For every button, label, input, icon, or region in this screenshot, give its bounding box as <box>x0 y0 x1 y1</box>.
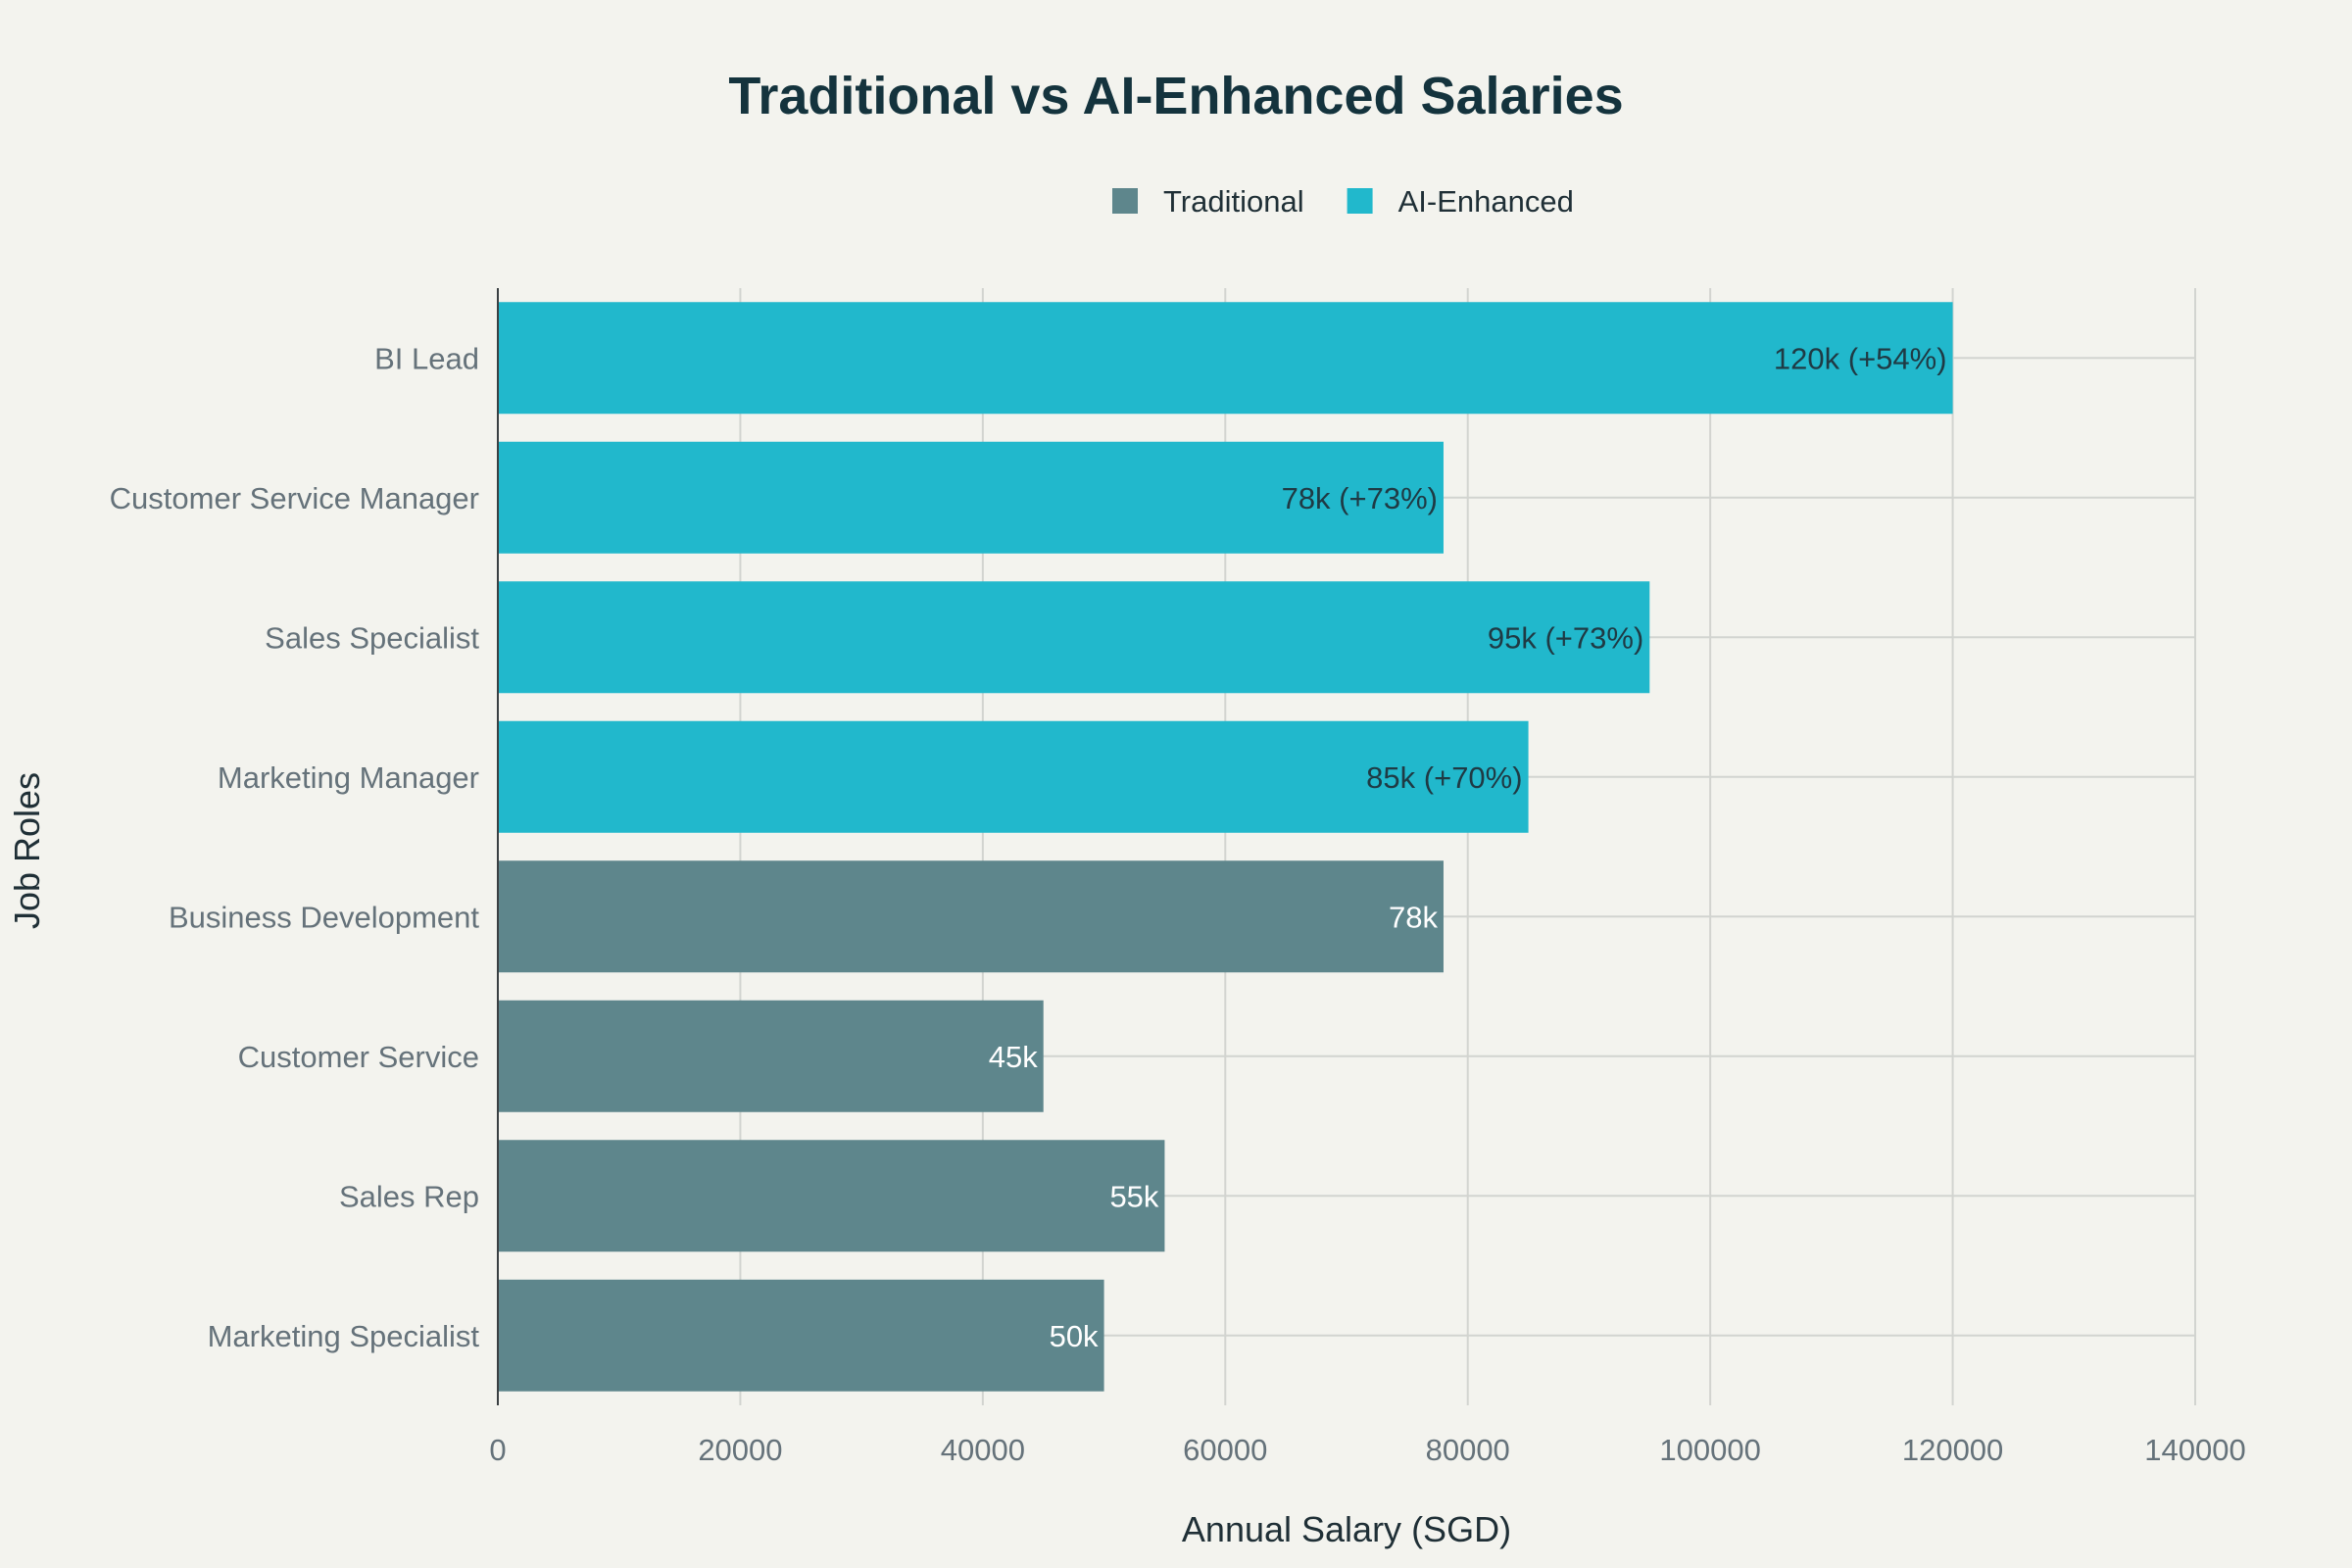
bar <box>498 302 1953 415</box>
legend-swatch <box>1112 188 1138 214</box>
bar-data-label: 45k <box>989 1040 1038 1074</box>
y-axis-title: Job Roles <box>7 772 47 929</box>
x-tick-label: 100000 <box>1659 1433 1760 1467</box>
legend-label: Traditional <box>1163 184 1304 219</box>
bar-data-label: 120k (+54%) <box>1774 341 1947 375</box>
x-axis-title: Annual Salary (SGD) <box>1182 1509 1511 1549</box>
bar <box>498 1279 1104 1392</box>
chart-title: Traditional vs AI-Enhanced Salaries <box>728 67 1623 125</box>
bar-data-label: 85k (+70%) <box>1366 760 1522 795</box>
bar-data-label: 78k <box>1389 900 1438 934</box>
bar <box>498 720 1529 833</box>
x-tick-label: 80000 <box>1426 1433 1510 1467</box>
y-category-label: Sales Rep <box>339 1179 479 1213</box>
bars: 50k 55k 45k 78k 85k (+70%) 95k (+73%) 78k (+73… <box>498 302 1953 1392</box>
bar <box>498 1140 1165 1252</box>
x-tick-label: 0 <box>489 1433 506 1467</box>
x-tick-label: 120000 <box>1902 1433 2003 1467</box>
y-axis-categories: Marketing Specialist Sales Rep Customer Se… <box>110 341 480 1353</box>
bar-data-label: 95k (+73%) <box>1488 620 1643 655</box>
bar-data-label: 78k (+73%) <box>1282 481 1438 515</box>
y-category-label: Customer Service Manager <box>110 481 479 515</box>
y-category-label: BI Lead <box>374 341 479 375</box>
x-tick-label: 140000 <box>2144 1433 2245 1467</box>
y-category-label: Marketing Manager <box>218 760 479 795</box>
bar <box>498 1000 1044 1112</box>
x-tick-label: 40000 <box>941 1433 1025 1467</box>
legend-swatch <box>1347 188 1373 214</box>
legend-label: AI-Enhanced <box>1398 184 1574 219</box>
x-tick-label: 20000 <box>698 1433 782 1467</box>
bar-data-label: 55k <box>1109 1179 1158 1213</box>
legend: Traditional AI-Enhanced <box>1112 184 1574 219</box>
y-category-label: Customer Service <box>238 1040 479 1074</box>
bar <box>498 581 1650 694</box>
bar-data-label: 50k <box>1050 1319 1099 1353</box>
y-category-label: Business Development <box>169 900 479 934</box>
x-axis-ticks: 0 20000 40000 60000 80000 100000 120000 140000 <box>489 1433 2245 1467</box>
bar <box>498 441 1444 554</box>
x-tick-label: 60000 <box>1183 1433 1267 1467</box>
y-category-label: Marketing Specialist <box>208 1319 480 1353</box>
bar <box>498 860 1444 973</box>
y-category-label: Sales Specialist <box>265 620 479 655</box>
